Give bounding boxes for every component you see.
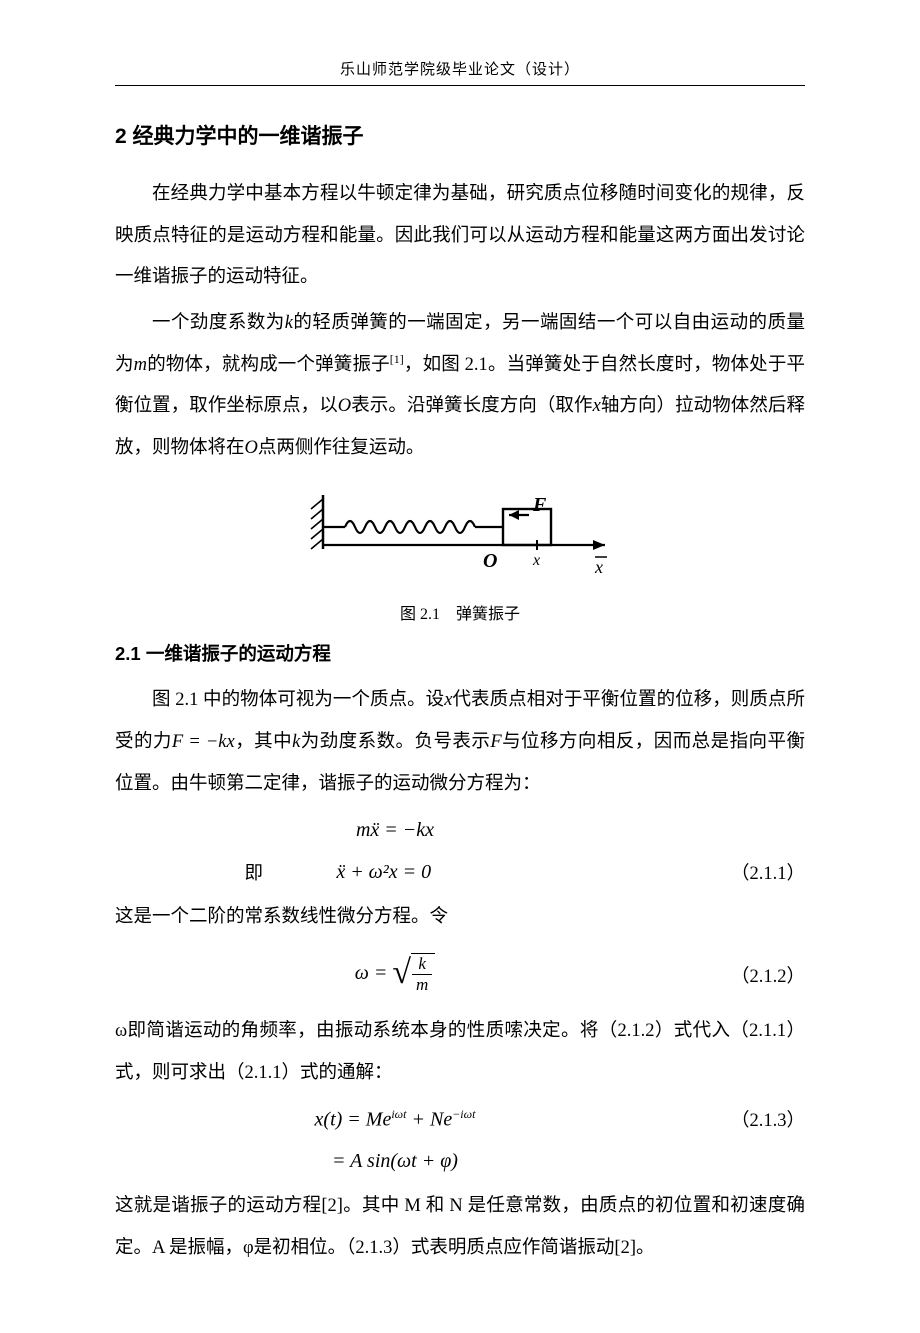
paragraph-2: 一个劲度系数为k的轻质弹簧的一端固定，另一端固结一个可以自由运动的质量为m的物体… — [115, 303, 805, 470]
eq-num: （2.1.3） — [675, 1106, 805, 1132]
subsection-number: 2.1 — [115, 643, 141, 664]
eq-num: （2.1.1） — [675, 859, 805, 885]
equation-2-1-2: ω = √ k m （2.1.2） — [115, 947, 805, 1003]
p3-Feq: F = −kx — [172, 732, 235, 752]
paragraph-5: ω即简谐运动的角频率，由振动系统本身的性质嗦决定。将（2.1.2）式代入（2.1… — [115, 1011, 805, 1094]
p6-c: 是初相位。（2.1.3）式表明质点应作简谐振动 — [254, 1238, 615, 1258]
eq213-lhs: x(t) = Me — [315, 1108, 392, 1130]
eq-lead: 即 — [115, 859, 296, 885]
section-heading: 2 经典力学中的一维谐振子 — [115, 120, 805, 150]
p2-c: 的物体，就构成一个弹簧振子 — [147, 355, 390, 375]
p2-e: 表示。沿弹簧长度方向（取作 — [351, 396, 592, 416]
p3-F: F — [490, 732, 501, 752]
eq213-exp1: iωt — [391, 1107, 406, 1121]
section-number: 2 — [115, 125, 127, 148]
eq-body: ω = √ k m — [115, 953, 675, 996]
equation-2-1-1b: 即 ẍ + ω²x = 0 （2.1.1） — [115, 855, 805, 889]
label-x-tick: x — [532, 552, 540, 569]
spring-oscillator-diagram: F O x x — [305, 487, 615, 577]
frac-num: k — [412, 954, 432, 975]
subsection-heading: 2.1 一维谐振子的运动方程 — [115, 640, 805, 666]
page: 乐山师范学院级毕业论文（设计） 2 经典力学中的一维谐振子 在经典力学中基本方程… — [0, 0, 920, 1333]
header-rule — [115, 85, 805, 86]
p3-d: 为劲度系数。负号表示 — [300, 732, 490, 752]
p2-g: 点两侧作往复运动。 — [258, 438, 425, 458]
p2-O2: O — [245, 438, 258, 458]
figure-2-1: F O x x — [115, 487, 805, 582]
equation-2-1-1a: mẍ = −kx — [115, 813, 805, 847]
p3-c: ，其中 — [235, 732, 292, 752]
eq-body: ẍ + ω²x = 0 — [296, 861, 675, 884]
paragraph-3: 图 2.1 中的物体可视为一个质点。设x代表质点相对于平衡位置的位移，则质点所受… — [115, 680, 805, 805]
paragraph-4: 这是一个二阶的常系数线性微分方程。令 — [115, 897, 805, 939]
frac-den: m — [412, 975, 432, 995]
fraction: k m — [412, 954, 432, 994]
label-F: F — [532, 494, 547, 516]
p6-phi: φ — [243, 1238, 254, 1258]
eq-body: mẍ = −kx — [115, 819, 675, 842]
eq-body: = A sin(ωt + φ) — [115, 1150, 675, 1173]
label-O: O — [483, 550, 497, 572]
paragraph-6: 这就是谐振子的运动方程[2]。其中 M 和 N 是任意常数，由质点的初位置和初速… — [115, 1186, 805, 1269]
equation-2-1-3a: x(t) = Meiωt + Ne−iωt （2.1.3） — [115, 1102, 805, 1136]
eq213-mid: + Ne — [406, 1108, 452, 1130]
section-title: 经典力学中的一维谐振子 — [133, 125, 364, 148]
eq-num: （2.1.2） — [675, 962, 805, 988]
page-header: 乐山师范学院级毕业论文（设计） — [115, 58, 805, 79]
p6-d: 。 — [636, 1238, 655, 1258]
p2-m: m — [134, 355, 147, 375]
p2-O1: O — [338, 396, 351, 416]
p6-a: 这就是谐振子的运动方程 — [115, 1196, 321, 1216]
p3-a: 图 2.1 中的物体可视为一个质点。设 — [152, 690, 444, 710]
p5-a: 即简谐运动的角频率，由振动系统本身的性质嗦决定。将（2.1.2）式代入（2.1.… — [115, 1021, 805, 1083]
eq212-lhs: ω = — [355, 962, 388, 984]
p2-a: 一个劲度系数为 — [152, 313, 285, 333]
ref-1: [1] — [390, 351, 404, 365]
ref-2: [2] — [321, 1196, 343, 1216]
p2-k: k — [285, 313, 293, 333]
figure-caption: 图 2.1 弹簧振子 — [115, 600, 805, 624]
paragraph-1: 在经典力学中基本方程以牛顿定律为基础，研究质点位移随时间变化的规律，反映质点特征… — [115, 174, 805, 299]
label-x-axis: x — [594, 557, 603, 577]
ref-2b: [2] — [614, 1238, 636, 1258]
subsection-title: 一维谐振子的运动方程 — [146, 643, 331, 664]
p5-omega: ω — [115, 1021, 127, 1041]
eq213-exp2: −iωt — [452, 1107, 475, 1121]
sqrt: √ k m — [392, 953, 435, 996]
eq-body: x(t) = Meiωt + Ne−iωt — [115, 1107, 675, 1132]
equation-2-1-3b: = A sin(ωt + φ) — [115, 1144, 805, 1178]
p2-x: x — [593, 396, 601, 416]
